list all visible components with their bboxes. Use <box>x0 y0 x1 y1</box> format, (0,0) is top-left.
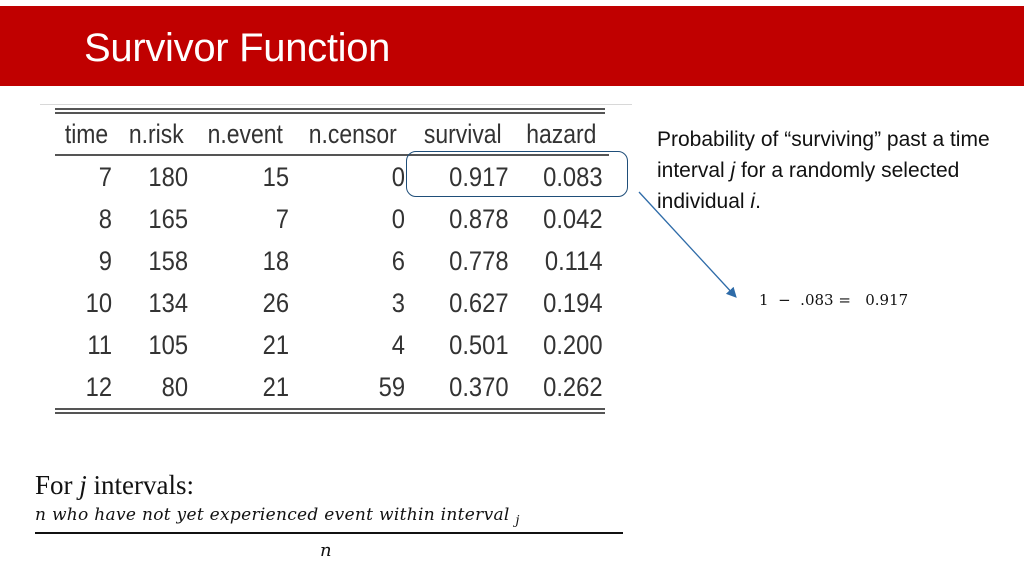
table-row: 9 158 18 6 0.778 0.114 <box>55 240 609 282</box>
cell-n-event: 21 <box>262 371 290 402</box>
table-row: 10 134 26 3 0.627 0.194 <box>55 282 609 324</box>
cell-survival: 0.370 <box>448 371 509 402</box>
cell-hazard: 0.200 <box>543 329 603 360</box>
table-row: 8 165 7 0 0.878 0.042 <box>55 198 609 240</box>
formula-denominator: n <box>320 540 332 561</box>
cell-n-censor: 0 <box>391 203 405 234</box>
cell-time: 7 <box>98 161 113 192</box>
cell-n-risk: 180 <box>148 161 189 192</box>
header-time: time <box>59 114 114 156</box>
cell-n-censor: 4 <box>391 329 405 360</box>
cell-time: 12 <box>85 371 113 402</box>
slide-title: Survivor Function <box>84 26 391 70</box>
table-row: 7 180 15 0 0.917 0.083 <box>55 155 609 198</box>
cell-survival: 0.917 <box>448 161 509 192</box>
highlight-box <box>406 151 628 197</box>
header-hazard: hazard <box>521 114 602 156</box>
cell-hazard: 0.262 <box>543 371 603 402</box>
cell-hazard: 0.114 <box>545 245 603 276</box>
cell-n-censor: 0 <box>391 161 405 192</box>
cell-n-censor: 59 <box>378 371 405 402</box>
survival-table: time n.risk n.event n.censor survival ha… <box>55 114 609 408</box>
table-row: 12 80 21 59 0.370 0.262 <box>55 366 609 408</box>
cell-n-censor: 3 <box>391 287 405 318</box>
cell-n-event: 18 <box>262 245 290 276</box>
probability-note: Probability of “surviving” past a time i… <box>657 128 990 213</box>
cell-time: 9 <box>98 245 113 276</box>
cell-n-risk: 105 <box>148 329 189 360</box>
cell-n-risk: 80 <box>162 371 189 402</box>
arrow-line <box>638 191 737 298</box>
table-top-rule <box>55 108 605 114</box>
title-bar: Survivor Function <box>0 6 1024 86</box>
formula-numerator: n who have not yet experienced event wit… <box>35 505 520 529</box>
formula-label: For j intervals: <box>35 470 195 500</box>
cell-n-event: 7 <box>275 203 290 234</box>
cell-n-risk: 134 <box>148 287 189 318</box>
cell-n-event: 21 <box>262 329 290 360</box>
cell-n-event: 15 <box>262 161 290 192</box>
cell-hazard: 0.194 <box>543 287 603 318</box>
cell-survival: 0.778 <box>448 245 509 276</box>
cell-time: 8 <box>98 203 113 234</box>
cell-n-risk: 165 <box>148 203 189 234</box>
cell-hazard: 0.042 <box>543 203 603 234</box>
cell-time: 11 <box>87 329 113 360</box>
fraction-line <box>35 532 623 534</box>
top-rule <box>40 104 632 105</box>
table-row: 11 105 21 4 0.501 0.200 <box>55 324 609 366</box>
cell-n-risk: 158 <box>148 245 189 276</box>
header-n-event: n.event <box>202 114 288 156</box>
header-survival: survival <box>418 114 507 156</box>
cell-survival: 0.627 <box>448 287 509 318</box>
cell-n-event: 26 <box>262 287 290 318</box>
table-header-row: time n.risk n.event n.censor survival ha… <box>55 114 609 156</box>
cell-time: 10 <box>85 287 113 318</box>
cell-survival: 0.501 <box>448 329 509 360</box>
cell-hazard: 0.083 <box>543 161 603 192</box>
cell-n-censor: 6 <box>391 245 405 276</box>
header-n-risk: n.risk <box>123 114 189 156</box>
header-n-censor: n.censor <box>303 114 403 156</box>
equation: 1 − .083 = 0.917 <box>759 291 909 309</box>
table-bottom-rule <box>55 408 605 414</box>
survival-table-image: time n.risk n.event n.censor survival ha… <box>55 108 605 414</box>
cell-survival: 0.878 <box>448 203 509 234</box>
